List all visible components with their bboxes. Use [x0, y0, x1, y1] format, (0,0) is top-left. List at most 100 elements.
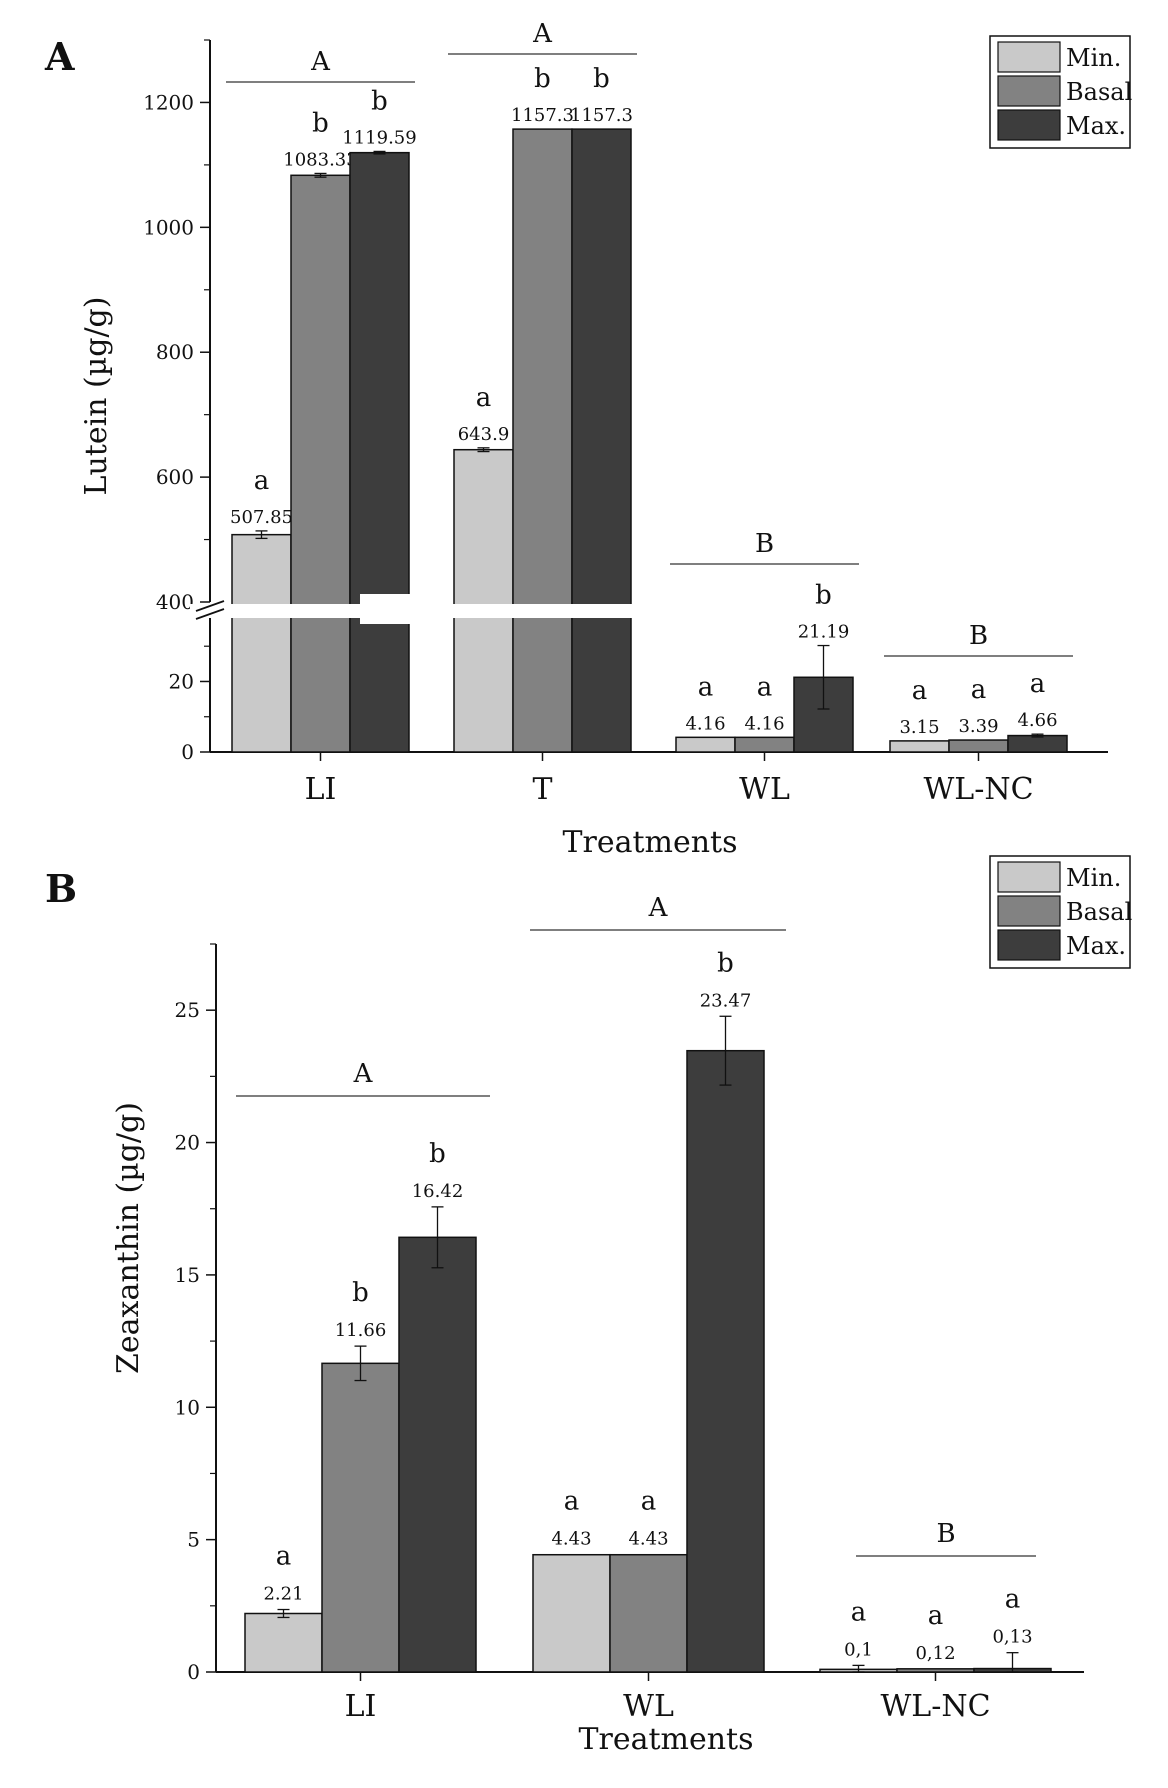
y-tick-label: 1000	[143, 215, 194, 239]
axis-break-gap	[360, 594, 452, 624]
y-tick-label: 5	[187, 1528, 200, 1552]
bar-min-T	[453, 448, 514, 753]
category-label: WL-NC	[880, 1689, 990, 1724]
legend-label-min: Min.	[1066, 864, 1121, 892]
value-label: 0,12	[915, 1643, 955, 1664]
bar-basal-LI	[321, 1362, 400, 1673]
value-label: 3.39	[958, 716, 998, 737]
value-label: 4.43	[628, 1529, 668, 1550]
value-label: 23.47	[700, 990, 752, 1011]
bar-max-WL-NC	[1007, 734, 1068, 753]
legend-swatch-max	[997, 929, 1061, 961]
value-label: 643.9	[458, 424, 510, 445]
significance-letter: a	[564, 1487, 580, 1517]
bar-max-T	[571, 128, 632, 753]
significance-letter: b	[815, 581, 832, 611]
bar-basal-WL-NC	[896, 1668, 975, 1673]
legend-label-max: Max.	[1066, 112, 1126, 140]
legend-swatch-basal	[997, 895, 1061, 927]
significance-letter: b	[717, 948, 734, 978]
x-axis-title: Treatments	[562, 825, 737, 860]
significance-letter: a	[912, 676, 928, 706]
bar-min-WL-NC	[889, 740, 950, 753]
significance-letter: a	[851, 1597, 867, 1627]
axis-break-mark	[195, 608, 225, 620]
value-label: 11.66	[335, 1320, 387, 1341]
bar-min-LI	[231, 533, 292, 753]
group-letter: B	[755, 529, 774, 559]
panel-letter-a: A	[44, 34, 75, 79]
chart-zeaxanthin: 0 5 10 15 20 25 Zeaxanthin (µg/g) Treatments 2.2…	[111, 855, 1132, 1757]
legend-label-max: Max.	[1066, 932, 1126, 960]
y-axis-title: Lutein (µg/g)	[79, 297, 114, 496]
axis-break-mark	[195, 600, 225, 612]
significance-letter: b	[534, 64, 551, 94]
y-tick-label: 25	[175, 998, 200, 1022]
legend-swatch-min	[997, 41, 1061, 73]
value-label: 507.85	[230, 507, 293, 528]
significance-letter: a	[254, 466, 270, 496]
y-tick-label: 20	[169, 669, 194, 693]
category-label: LI	[345, 1689, 377, 1724]
legend-label-basal: Basal	[1066, 78, 1132, 106]
legend-swatch-basal	[997, 75, 1061, 107]
value-label: 4.16	[744, 713, 784, 734]
significance-letter: b	[593, 64, 610, 94]
value-label: 16.42	[412, 1181, 464, 1202]
category-label: WL	[623, 1689, 674, 1724]
value-label: 1083.33	[283, 149, 357, 170]
y-tick-label: 15	[175, 1263, 200, 1287]
bar-max-LI	[349, 151, 410, 753]
bar-max-LI	[398, 1236, 477, 1673]
group-letter: A	[532, 19, 553, 49]
bar-basal-T	[512, 128, 573, 753]
legend-swatch-max	[997, 109, 1061, 141]
group-letter: B	[936, 1519, 955, 1549]
significance-letter: b	[352, 1278, 369, 1308]
significance-letter: a	[928, 1601, 944, 1631]
bar-min-LI	[244, 1612, 323, 1673]
significance-letter: b	[312, 108, 329, 138]
y-tick-label: 0	[181, 740, 194, 764]
significance-letter: a	[1030, 669, 1046, 699]
significance-letter: b	[429, 1139, 446, 1169]
group-letter: B	[969, 621, 988, 651]
value-label: 4.16	[685, 713, 725, 734]
y-tick-label: 20	[175, 1131, 200, 1155]
value-label: 1157.3	[511, 105, 574, 126]
value-label: 0,1	[844, 1639, 873, 1660]
bar-min-WL	[675, 736, 736, 753]
value-label: 3.15	[899, 717, 939, 738]
category-label: T	[532, 772, 552, 807]
significance-letter: a	[276, 1542, 292, 1572]
bar-basal-WL	[609, 1553, 688, 1673]
category-label: LI	[305, 772, 337, 807]
legend-label-basal: Basal	[1066, 898, 1132, 926]
significance-letter: a	[476, 383, 492, 413]
y-tick-label: 800	[156, 340, 194, 364]
y-tick-label: 1200	[143, 90, 194, 114]
value-label: 1157.3	[570, 105, 633, 126]
group-letter: A	[353, 1059, 374, 1089]
significance-letter: b	[371, 86, 388, 116]
group-letter: A	[648, 893, 669, 923]
value-label: 4.43	[551, 1529, 591, 1550]
bar-basal-WL	[734, 736, 795, 753]
category-label: WL	[739, 772, 790, 807]
value-label: 21.19	[798, 622, 850, 643]
value-label: 4.66	[1017, 710, 1057, 731]
y-tick-label: 600	[156, 465, 194, 489]
value-label: 0,13	[992, 1627, 1032, 1648]
chart-lutein: 0 20 400 600 800 1000 1200 Lutein (µg/g) Treatme…	[79, 19, 1132, 860]
axis-break-band	[190, 604, 1108, 618]
group-letter: A	[310, 47, 331, 77]
significance-letter: a	[641, 1487, 657, 1517]
category-label: WL-NC	[923, 772, 1033, 807]
y-tick-label: 400	[156, 590, 194, 614]
value-label: 2.21	[263, 1584, 303, 1605]
significance-letter: a	[757, 672, 773, 702]
legend-label-min: Min.	[1066, 44, 1121, 72]
significance-letter: a	[971, 675, 987, 705]
x-axis-title: Treatments	[578, 1722, 753, 1757]
